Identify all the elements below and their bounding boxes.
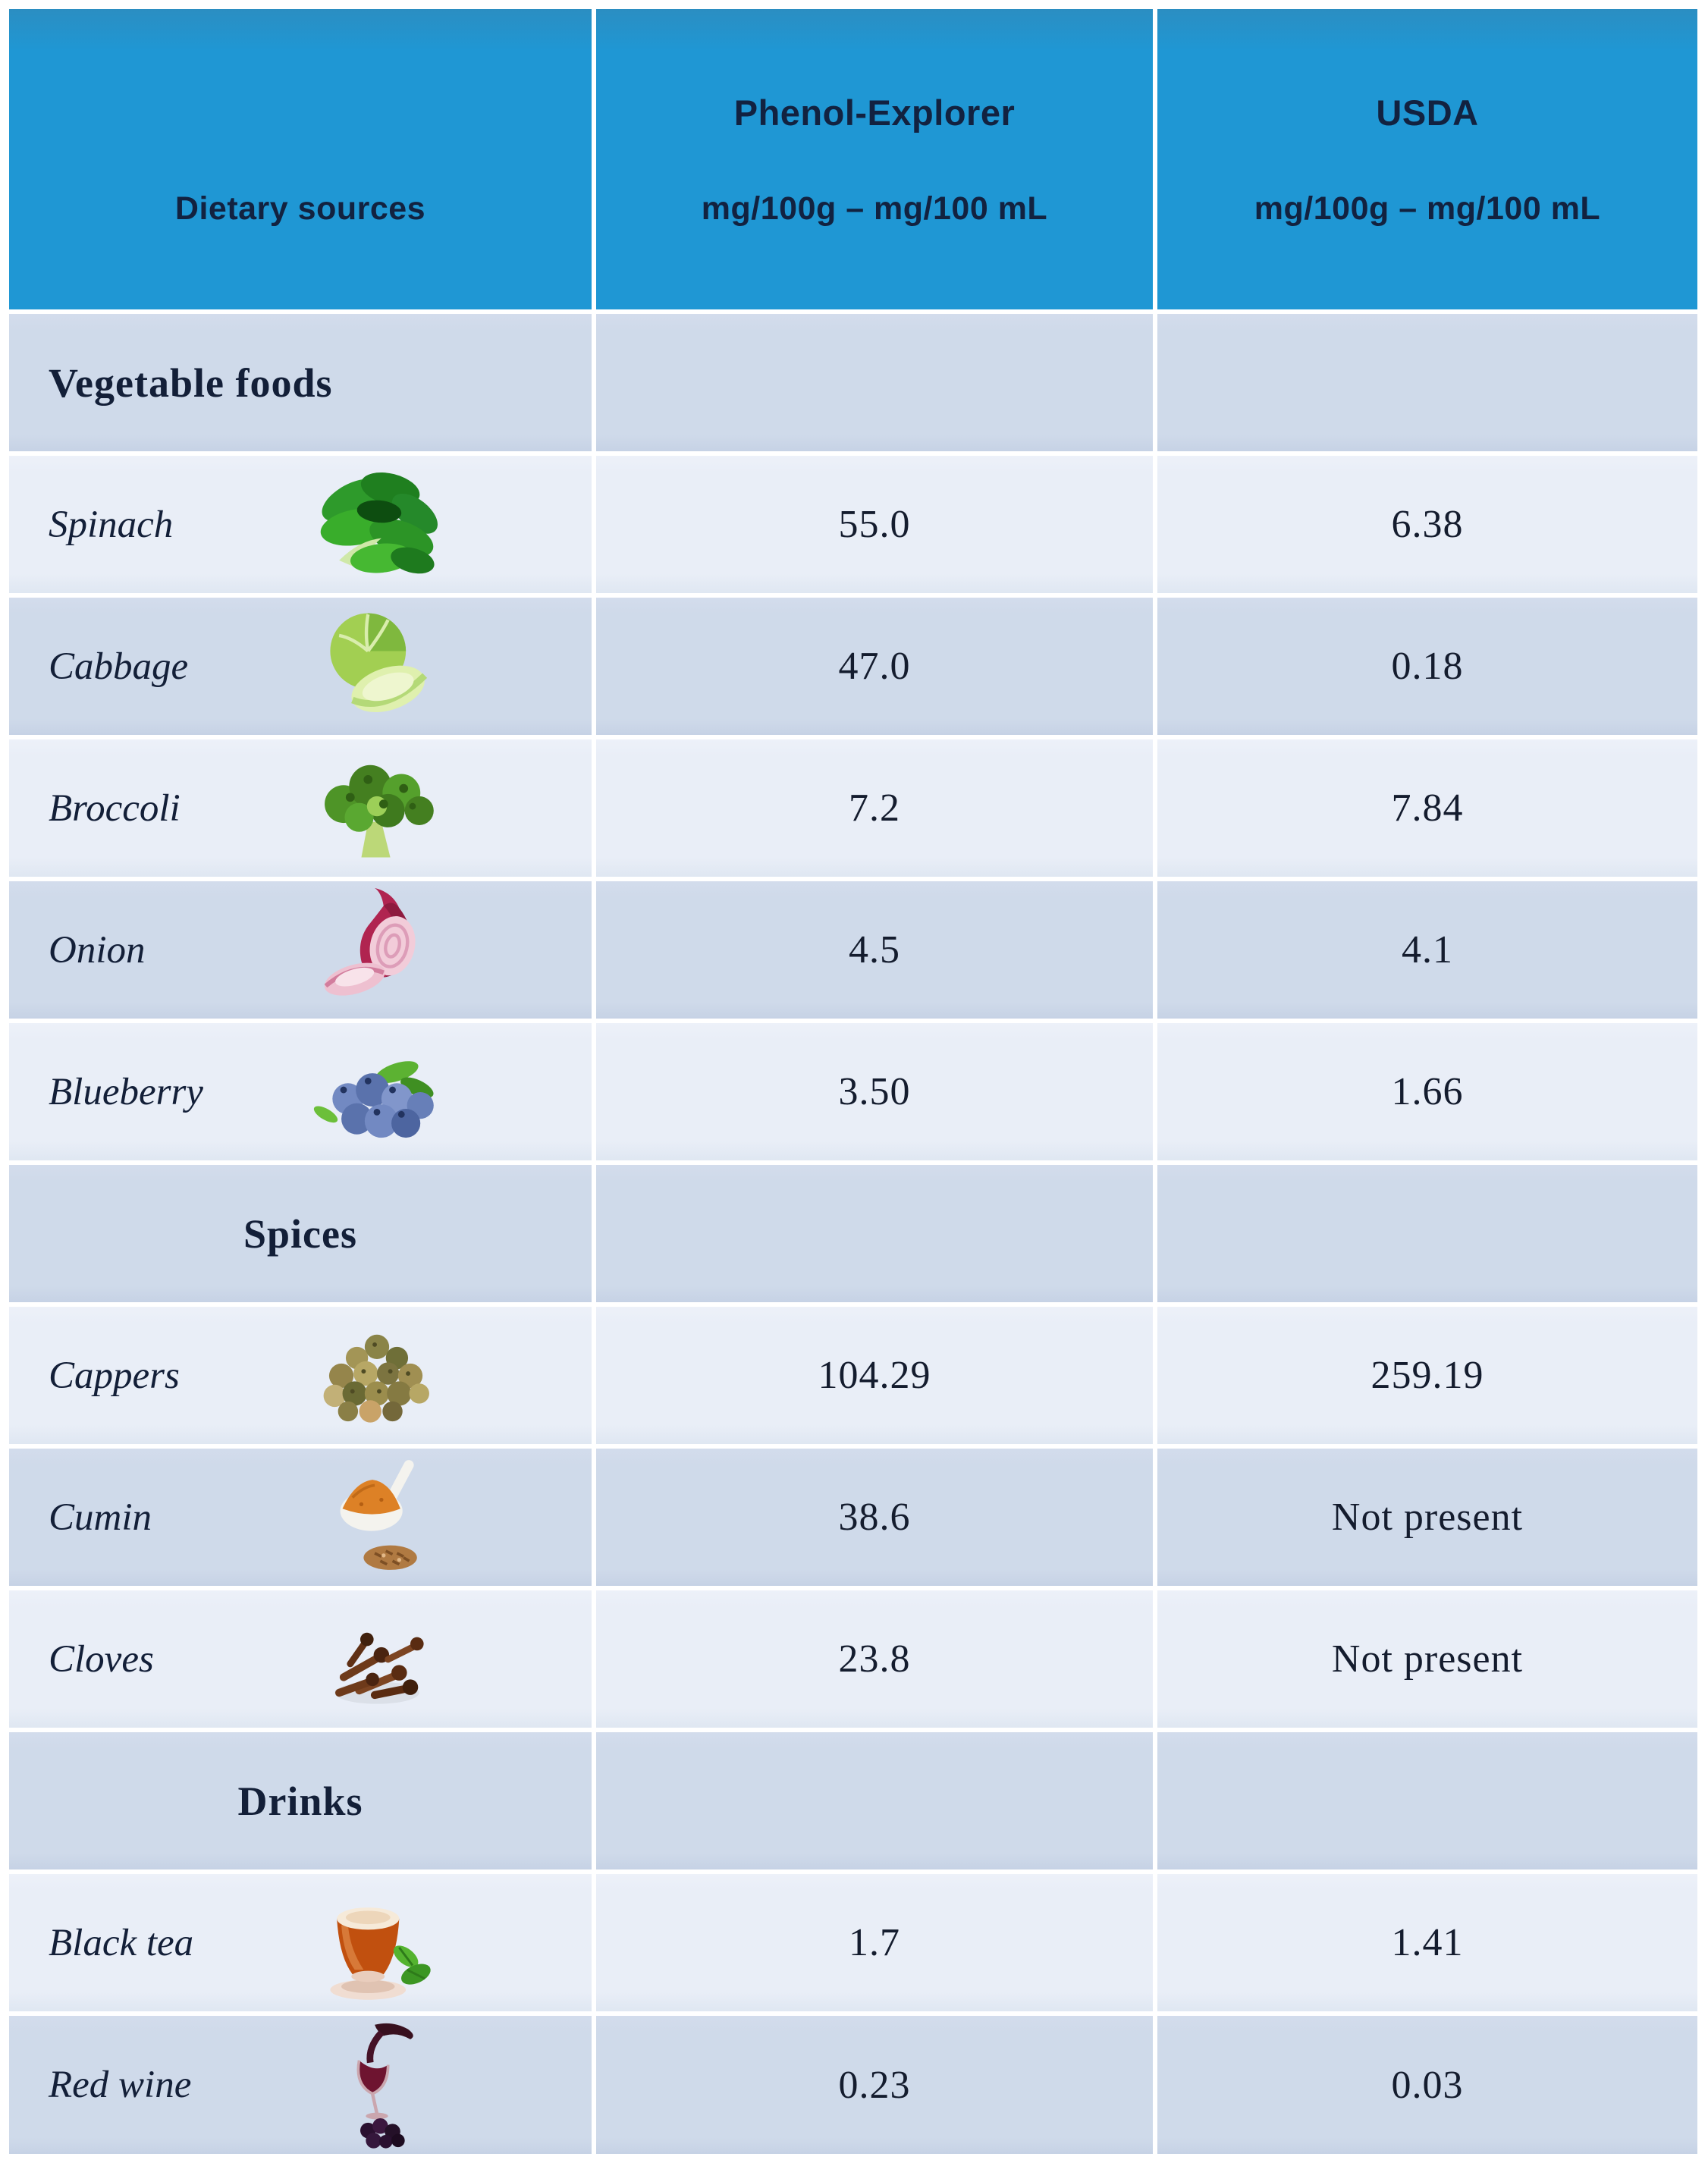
phenol-explorer-value-cell: 0.23 [596,2016,1153,2154]
usda-value-cell: 1.66 [1157,1023,1697,1160]
usda-value-cell: 0.03 [1157,2016,1697,2154]
usda-value: 6.38 [1391,503,1464,546]
food-name: Black tea [49,1921,194,1964]
header-units-usda: mg/100g – mg/100 mL [1254,190,1601,227]
food-name-cell: Red wine [9,2016,592,2154]
usda-value: 0.18 [1391,645,1464,688]
broccoli-icon [282,739,472,877]
usda-value: 1.66 [1391,1070,1464,1113]
section-header-cell: Vegetable foods [9,314,592,451]
section-empty-cell [596,1165,1153,1302]
header-title-phenol-explorer: Phenol-Explorer [733,92,1016,133]
usda-value: 0.03 [1391,2063,1464,2107]
food-name: Onion [49,928,146,972]
food-name-cell: Cappers [9,1307,592,1444]
usda-value: 4.1 [1402,928,1453,972]
usda-value: 1.41 [1391,1921,1464,1964]
phenol-explorer-value-cell: 55.0 [596,456,1153,593]
usda-value: Not present [1331,1637,1524,1681]
section-empty-cell [1157,1165,1697,1302]
section-empty-cell [1157,314,1697,451]
section-label: Spices [243,1210,358,1257]
usda-value: 7.84 [1391,786,1464,830]
phenol-explorer-value-cell: 3.50 [596,1023,1153,1160]
phenol-explorer-value-cell: 7.2 [596,739,1153,877]
header-units-phenol-explorer: mg/100g – mg/100 mL [701,190,1048,227]
usda-value-cell: 4.1 [1157,881,1697,1019]
food-name: Red wine [49,2064,192,2106]
usda-value-cell: Not present [1157,1449,1697,1586]
phenol-explorer-value: 38.6 [838,1496,911,1539]
phenol-explorer-value-cell: 47.0 [596,598,1153,735]
food-name-cell: Black tea [9,1874,592,2011]
phenol-explorer-value-cell: 104.29 [596,1307,1153,1444]
header-title-usda: USDA [1376,92,1479,133]
food-name-cell: Cumin [9,1449,592,1586]
food-name-cell: Spinach [9,456,592,593]
phenol-explorer-value: 1.7 [849,1921,900,1964]
phenol-explorer-value: 3.50 [838,1070,911,1113]
cabbage-icon [282,598,472,735]
phenol-explorer-value: 0.23 [838,2063,911,2107]
phenol-explorer-value: 55.0 [838,503,911,546]
phenol-explorer-value-cell: 38.6 [596,1449,1153,1586]
header-cell-usda: USDA mg/100g – mg/100 mL [1157,9,1697,309]
food-name-cell: Cabbage [9,598,592,735]
food-name: Broccoli [49,786,181,830]
food-name: Cloves [49,1637,154,1681]
section-empty-cell [596,1732,1153,1869]
food-name-cell: Broccoli [9,739,592,877]
header-cell-phenol-explorer: Phenol-Explorer mg/100g – mg/100 mL [596,9,1153,309]
cumin-icon [282,1449,472,1586]
food-name: Blueberry [49,1070,203,1113]
usda-value-cell: 1.41 [1157,1874,1697,2011]
usda-value-cell: 6.38 [1157,456,1697,593]
usda-value-cell: 0.18 [1157,598,1697,735]
usda-value-cell: 7.84 [1157,739,1697,877]
food-name: Spinach [49,503,174,546]
onion-icon [282,881,472,1019]
food-name: Cumin [49,1496,152,1539]
phenol-explorer-value: 4.5 [849,928,900,972]
red-wine-icon [282,2016,472,2154]
phenol-explorer-value: 104.29 [818,1354,931,1397]
section-header-cell: Drinks [9,1732,592,1869]
usda-value-cell: Not present [1157,1590,1697,1728]
cloves-icon [282,1590,472,1728]
blueberry-icon [282,1023,472,1160]
header-title-dietary-sources: Dietary sources [174,190,426,227]
black-tea-icon [282,1874,472,2011]
phenol-explorer-value: 23.8 [838,1637,911,1681]
section-empty-cell [1157,1732,1697,1869]
phenol-explorer-value: 7.2 [849,786,900,830]
food-name: Cabbage [49,645,189,688]
usda-value: Not present [1331,1496,1524,1539]
section-label: Vegetable foods [49,359,333,406]
phenol-explorer-value: 47.0 [838,645,911,688]
spinach-icon [282,456,472,593]
phenol-explorer-value-cell: 23.8 [596,1590,1153,1728]
header-cell-dietary-sources: Dietary sources [9,9,592,309]
food-name: Cappers [49,1354,180,1397]
section-empty-cell [596,314,1153,451]
phenol-explorer-value-cell: 4.5 [596,881,1153,1019]
phenol-explorer-value-cell: 1.7 [596,1874,1153,2011]
food-name-cell: Blueberry [9,1023,592,1160]
food-name-cell: Cloves [9,1590,592,1728]
food-name-cell: Onion [9,881,592,1019]
usda-value-cell: 259.19 [1157,1307,1697,1444]
section-label: Drinks [237,1778,363,1824]
capers-icon [282,1307,472,1444]
usda-value: 259.19 [1370,1354,1484,1397]
section-header-cell: Spices [9,1165,592,1302]
